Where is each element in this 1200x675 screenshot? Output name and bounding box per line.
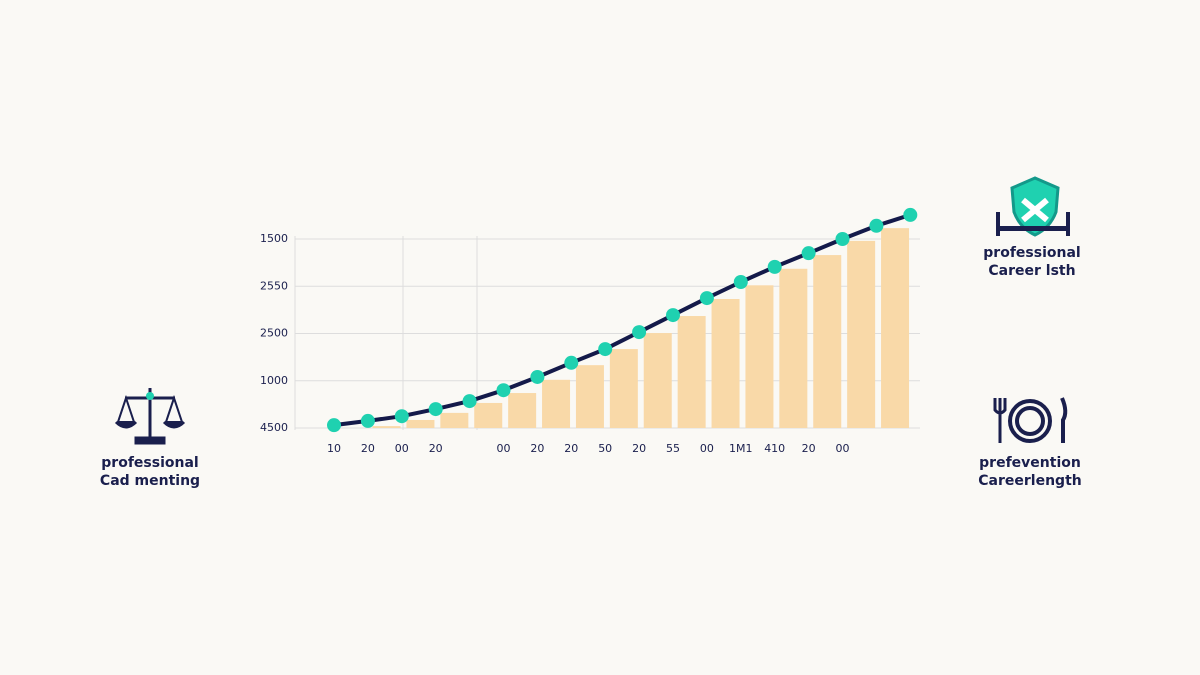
marker <box>394 409 409 424</box>
marker <box>835 232 850 246</box>
marker <box>598 342 613 357</box>
marker <box>530 369 545 384</box>
y-tick-label: 2550 <box>260 279 288 292</box>
bar <box>508 393 537 428</box>
side-label: Career lsth <box>988 263 1075 279</box>
x-tick-label: 20 <box>530 442 544 455</box>
x-tick-label: 1M1 <box>729 442 753 455</box>
side-label: Cad menting <box>100 473 200 489</box>
marker <box>903 207 918 222</box>
y-tick-label: 1500 <box>260 232 288 245</box>
bar <box>847 240 876 428</box>
bar <box>779 268 808 428</box>
bar <box>711 299 740 428</box>
marker <box>327 418 341 433</box>
y-tick-label: 2500 <box>260 327 288 340</box>
bar <box>474 402 503 428</box>
marker <box>564 355 579 370</box>
marker <box>801 246 816 261</box>
y-tick-label: 1000 <box>260 374 288 387</box>
marker <box>767 259 782 274</box>
marker <box>462 394 477 409</box>
x-tick-label: 410 <box>764 442 785 455</box>
x-tick-label: 00 <box>497 442 511 455</box>
bar <box>372 426 401 428</box>
x-tick-label: 20 <box>802 442 816 455</box>
x-tick-label: 55 <box>666 442 680 455</box>
marker <box>632 325 647 340</box>
x-tick-label: 20 <box>564 442 578 455</box>
x-tick-label: 50 <box>598 442 612 455</box>
bar <box>542 379 571 428</box>
x-tick-label: 20 <box>361 442 375 455</box>
y-tick-label: 4500 <box>260 421 288 434</box>
marker <box>666 308 680 323</box>
x-tick-label: 00 <box>836 442 850 455</box>
chart: 4500 1000 2500 2550 1500 10 20 00 20 00 20 20 50 20 55… <box>260 207 920 455</box>
x-tick-label: 20 <box>632 442 646 455</box>
marker <box>699 291 714 306</box>
bar <box>677 316 706 428</box>
plate-icon <box>993 397 1068 443</box>
bar <box>813 255 842 428</box>
marker <box>869 218 884 233</box>
side-label: professional <box>101 455 198 471</box>
shield-icon <box>996 176 1070 237</box>
bar <box>575 365 604 428</box>
side-label: Careerlength <box>978 473 1081 489</box>
marker <box>733 274 748 289</box>
x-tick-label: 00 <box>395 442 409 455</box>
x-tick-label: 20 <box>429 442 443 455</box>
marker <box>360 413 375 428</box>
marker <box>496 383 511 398</box>
bar <box>643 333 672 428</box>
x-tick-label: 10 <box>327 442 341 455</box>
scales-icon <box>114 388 186 445</box>
bar <box>609 349 638 428</box>
bar <box>406 419 435 428</box>
bar <box>745 285 774 428</box>
x-tick-label: 00 <box>700 442 714 455</box>
bar <box>440 412 469 428</box>
marker <box>428 402 443 417</box>
side-label: prefevention <box>979 455 1081 471</box>
bar <box>881 228 910 428</box>
side-label: professional <box>983 245 1080 261</box>
